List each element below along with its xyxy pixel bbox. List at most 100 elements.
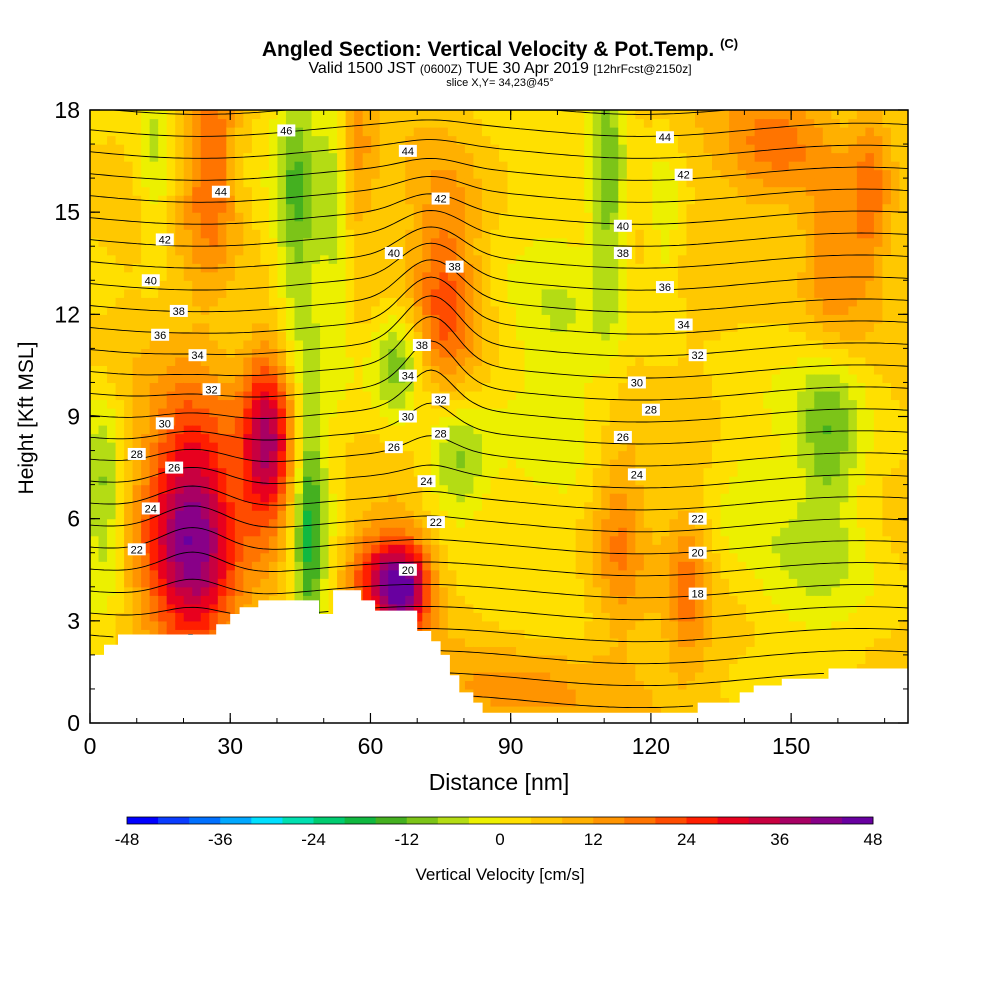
velocity-cell [490,382,500,392]
velocity-cell [320,416,330,426]
velocity-cell [609,237,619,247]
velocity-cell [669,339,679,349]
velocity-cell [575,288,585,298]
velocity-cell [132,493,142,503]
velocity-cell [285,425,296,435]
velocity-cell [311,390,321,401]
velocity-cell [481,399,492,409]
velocity-cell [490,535,500,545]
velocity-cell [601,220,611,230]
velocity-cell [652,476,662,486]
velocity-cell [626,399,636,409]
velocity-cell [499,135,509,145]
velocity-cell [541,493,551,503]
velocity-cell [550,612,560,622]
velocity-cell [447,399,457,409]
velocity-cell [209,433,219,443]
velocity-cell [550,688,560,699]
velocity-cell [141,365,151,375]
velocity-cell [575,578,585,588]
velocity-cell [422,442,432,452]
velocity-cell [677,561,688,571]
velocity-cell [388,561,398,571]
velocity-cell [490,705,500,716]
velocity-cell [303,280,313,290]
velocity-cell [626,212,636,222]
velocity-cell [217,552,227,562]
velocity-cell [226,305,236,315]
velocity-cell [609,688,619,699]
velocity-cell [303,297,313,307]
velocity-cell [388,331,398,341]
velocity-cell [592,373,602,384]
velocity-cell [337,220,347,230]
velocity-cell [379,510,389,520]
velocity-cell [345,535,355,545]
velocity-cell [337,152,347,162]
velocity-cell [209,271,219,281]
velocity-cell [558,246,568,256]
velocity-cell [320,280,330,290]
velocity-cell [354,110,364,120]
velocity-cell [320,595,330,605]
velocity-cell [635,305,645,315]
velocity-cell [234,390,244,401]
velocity-cell [499,237,509,247]
velocity-cell [533,331,543,341]
velocity-cell [115,373,125,384]
velocity-cell [507,416,517,426]
velocity-cell [481,501,492,511]
velocity-cell [379,552,389,562]
velocity-cell [379,305,389,315]
velocity-cell [643,314,653,324]
velocity-cell [337,476,347,486]
velocity-cell [567,373,577,384]
velocity-cell [175,373,185,384]
velocity-cell [98,646,108,656]
velocity-cell [635,144,645,154]
velocity-cell [609,280,619,290]
velocity-cell [268,186,279,196]
velocity-cell [115,212,125,222]
velocity-cell [592,356,602,367]
velocity-cell [200,144,210,154]
velocity-cell [303,348,313,358]
velocity-cell [132,322,142,332]
velocity-cell [447,433,457,443]
velocity-cell [464,110,475,120]
velocity-cell [490,178,500,188]
velocity-cell [183,629,193,639]
velocity-cell [601,195,611,205]
velocity-cell [183,254,193,264]
velocity-cell [217,144,227,154]
velocity-cell [166,144,176,154]
velocity-cell [192,527,202,537]
velocity-cell [268,118,279,128]
velocity-cell [268,212,279,222]
velocity-cell [541,518,551,528]
velocity-cell [268,365,279,375]
velocity-cell [277,110,287,120]
velocity-cell [158,603,168,613]
velocity-cell [379,246,389,256]
velocity-cell [192,561,202,571]
velocity-cell [584,280,594,290]
velocity-cell [481,382,492,392]
velocity-cell [567,229,577,239]
velocity-cell [516,637,526,647]
velocity-cell [141,118,151,128]
velocity-cell [268,442,279,452]
velocity-cell [362,459,372,469]
velocity-cell [149,246,159,256]
velocity-cell [499,680,509,690]
velocity-cell [584,254,594,264]
velocity-cell [499,220,509,230]
velocity-cell [601,280,611,290]
velocity-cell [183,595,193,605]
velocity-cell [362,442,372,452]
velocity-cell [396,288,406,298]
velocity-cell [643,561,653,571]
velocity-cell [550,305,560,315]
velocity-cell [422,220,432,230]
velocity-cell [132,578,142,588]
